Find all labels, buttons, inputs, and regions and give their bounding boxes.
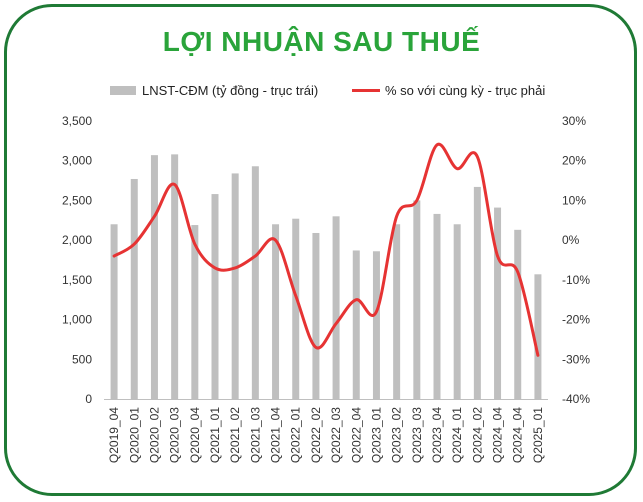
x-tick-label: Q2024_04: [491, 407, 505, 463]
left-tick-label: 0: [85, 392, 92, 406]
bar-19: [494, 207, 502, 399]
x-tick-label: Q2023_03: [410, 407, 424, 463]
x-tick-label: Q2025_01: [531, 407, 545, 463]
bar-11: [332, 216, 340, 399]
x-axis: Q2019_04 Q2020_01 Q2020_02 Q2020_03 Q2020_04…: [104, 399, 548, 463]
right-tick-label: 20%: [562, 154, 586, 168]
x-tick-label: Q2021_01: [208, 407, 222, 463]
right-tick-label: -10%: [562, 273, 590, 287]
legend-label-line: % so với cùng kỳ - trục phải: [385, 83, 545, 98]
x-tick-label: Q2022_02: [309, 407, 323, 463]
legend-swatch-bars: [110, 86, 136, 95]
line-series: [112, 142, 540, 357]
x-tick-label: Q2023_01: [369, 407, 383, 463]
bar-14: [393, 224, 401, 399]
bar-1: [130, 178, 138, 399]
left-tick-label: 3,500: [62, 114, 92, 128]
bar-0: [110, 224, 118, 399]
left-tick-label: 500: [72, 352, 92, 366]
bar-15: [413, 200, 421, 399]
legend-label-bars: LNST-CĐM (tỷ đồng - trục trái): [142, 83, 318, 98]
x-tick-label: Q2022_03: [329, 407, 343, 463]
left-axis: 0 500 1,000 1,500 2,000 2,500 3,000 3,500: [62, 114, 92, 406]
right-tick-label: -20%: [562, 313, 590, 327]
x-tick-label: Q2021_04: [269, 407, 283, 463]
left-tick-label: 2,000: [62, 233, 92, 247]
x-tick-label: Q2024_01: [450, 407, 464, 463]
bar-4: [191, 225, 199, 399]
right-tick-label: 0%: [562, 233, 580, 247]
x-tick-label: Q2021_03: [248, 407, 262, 463]
bar-10: [312, 232, 320, 399]
right-tick-label: -30%: [562, 352, 590, 366]
bar-6: [231, 173, 239, 399]
x-tick-label: Q2024_04: [511, 407, 525, 463]
left-tick-label: 3,000: [62, 154, 92, 168]
right-tick-label: -40%: [562, 392, 590, 406]
bar-5: [211, 194, 219, 399]
left-tick-label: 1,000: [62, 313, 92, 327]
chart-title: LỢI NHUẬN SAU THUẾ: [162, 26, 481, 57]
left-tick-label: 2,500: [62, 193, 92, 207]
chart-frame: [4, 4, 637, 496]
bar-9: [292, 218, 300, 399]
left-tick-label: 1,500: [62, 273, 92, 287]
bar-3: [171, 154, 179, 399]
x-tick-label: Q2019_04: [107, 407, 121, 463]
yoy-line: [112, 142, 540, 357]
x-tick-label: Q2020_01: [127, 407, 141, 463]
x-tick-label: Q2021_02: [228, 407, 242, 463]
bar-17: [453, 224, 461, 399]
bar-7: [251, 166, 259, 399]
x-tick-label: Q2024_02: [470, 407, 484, 463]
bar-12: [352, 250, 360, 399]
bar-18: [473, 186, 481, 399]
legend: LNST-CĐM (tỷ đồng - trục trái) % so với …: [110, 83, 545, 98]
x-tick-label: Q2023_04: [430, 407, 444, 463]
right-tick-label: 30%: [562, 114, 586, 128]
bar-series: [110, 154, 542, 399]
x-tick-label: Q2022_04: [349, 407, 363, 463]
x-tick-label: Q2020_02: [147, 407, 161, 463]
bar-2: [150, 155, 158, 399]
x-tick-label: Q2020_04: [188, 407, 202, 463]
x-tick-label: Q2020_03: [168, 407, 182, 463]
x-tick-label: Q2022_01: [289, 407, 303, 463]
bar-20: [514, 229, 522, 399]
bar-16: [433, 213, 441, 399]
bar-21: [534, 274, 542, 399]
bar-8: [272, 224, 280, 399]
x-tick-label: Q2023_02: [390, 407, 404, 463]
right-tick-label: 10%: [562, 193, 586, 207]
right-axis: -40% -30% -20% -10% 0% 10% 20% 30%: [562, 114, 590, 406]
bar-13: [372, 251, 380, 399]
